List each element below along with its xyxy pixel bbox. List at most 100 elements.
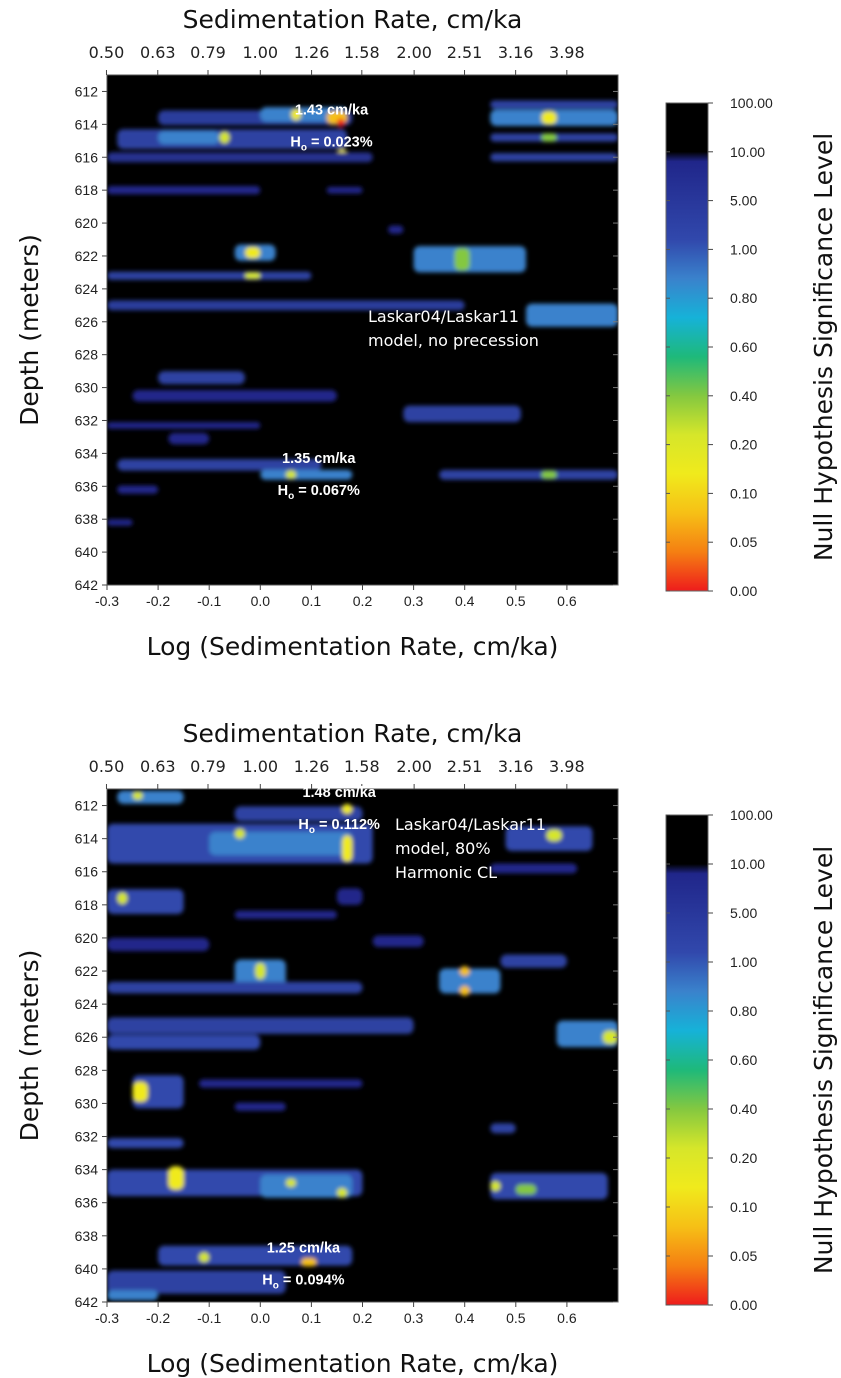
- colorbar: [665, 814, 709, 1306]
- x-tick-label: 0.5: [506, 1310, 526, 1326]
- plot-background: [107, 75, 618, 585]
- heatmap-cell: [546, 829, 562, 842]
- y-tick-label: 614: [75, 831, 99, 847]
- model-label-line: model, 80%: [395, 839, 491, 858]
- y-tick-label: 622: [75, 963, 99, 979]
- y-tick-label: 636: [75, 1195, 99, 1211]
- heatmap-cell: [342, 835, 353, 862]
- colorbar-title: Null Hypothesis Significance Level: [809, 846, 838, 1274]
- x-tick-label: -0.3: [95, 593, 119, 609]
- colorbar: [665, 102, 709, 592]
- y-tick-label: 612: [75, 798, 99, 814]
- heatmap-cell: [490, 100, 618, 109]
- heatmap-cell: [234, 806, 363, 822]
- top-tick-label: 3.98: [549, 43, 585, 62]
- x-tick-label: -0.2: [146, 1310, 170, 1326]
- x-tick-label: 0.4: [455, 1310, 475, 1326]
- colorbar-tick-label: 1.00: [730, 954, 757, 970]
- y-tick-label: 612: [75, 83, 99, 99]
- y-tick-label: 616: [75, 864, 99, 880]
- annotation-rate: 1.25 cm/ka: [267, 1240, 341, 1256]
- top-tick-label: 3.98: [549, 757, 585, 776]
- colorbar-tick-label: 0.05: [730, 1248, 757, 1264]
- heatmap-cell: [244, 272, 261, 279]
- heatmap-cell: [541, 111, 557, 125]
- heatmap-cell: [260, 107, 348, 122]
- colorbar-tick-label: 0.00: [730, 1297, 757, 1313]
- y-tick-label: 632: [75, 412, 99, 428]
- x-tick-label: 0.6: [557, 1310, 577, 1326]
- y-tick-label: 632: [75, 1129, 99, 1145]
- annotation-h0-value: = 0.094%: [279, 1272, 345, 1288]
- annotation-h0-sub: o: [288, 491, 294, 502]
- annotation-h0: Ho = 0.067%: [278, 483, 360, 502]
- heatmap-cell: [260, 469, 353, 480]
- heatmap-cell: [209, 832, 353, 856]
- heatmap-cell: [336, 888, 363, 905]
- y-tick-label: 638: [75, 1228, 99, 1244]
- heatmap-cell: [198, 1252, 210, 1263]
- y-tick-label: 636: [75, 478, 99, 494]
- model-label-line: Laskar04/Laskar11: [368, 307, 519, 326]
- x-tick-label: 0.3: [404, 1310, 424, 1326]
- heatmap-cell: [158, 130, 220, 145]
- heatmap-cell: [439, 968, 501, 994]
- x-axis-title: Log (Sedimentation Rate, cm/ka): [147, 632, 559, 661]
- x-tick-label: 0.4: [455, 593, 475, 609]
- top-tick-label: 3.16: [498, 757, 534, 776]
- heatmap-cell: [168, 432, 210, 445]
- y-tick-label: 630: [75, 380, 99, 396]
- top-tick-label: 2.00: [396, 43, 432, 62]
- y-tick-label: 614: [75, 116, 99, 132]
- top-tick-label: 2.51: [447, 757, 483, 776]
- y-tick-label: 642: [75, 577, 99, 593]
- heatmap-cell: [234, 1102, 286, 1111]
- colorbar-tick-label: 10.00: [730, 856, 765, 872]
- heatmap-cell: [541, 470, 557, 479]
- colorbar-title: Null Hypothesis Significance Level: [809, 133, 838, 561]
- y-tick-label: 642: [75, 1294, 99, 1310]
- heatmap-cell: [342, 803, 353, 814]
- annotation-h0: Ho = 0.112%: [298, 817, 380, 836]
- y-axis-title: Depth (meters): [15, 950, 44, 1142]
- x-tick-label: 0.2: [353, 1310, 373, 1326]
- y-tick-label: 616: [75, 149, 99, 165]
- colorbar-tick-label: 10.00: [730, 144, 765, 160]
- annotation-h0: Ho = 0.023%: [290, 134, 372, 153]
- heatmap-cell: [602, 1030, 618, 1044]
- heatmap-cell: [132, 1081, 148, 1102]
- heatmap-cell: [285, 1178, 297, 1187]
- y-tick-label: 618: [75, 897, 99, 913]
- x-tick-label: 0.6: [557, 593, 577, 609]
- colorbar-tick-label: 0.00: [730, 583, 757, 599]
- x-tick-label: 0.0: [251, 593, 271, 609]
- heatmap-cell: [290, 108, 302, 121]
- colorbar-tick-label: 0.10: [730, 1199, 757, 1215]
- heatmap-cell: [107, 937, 210, 952]
- heatmap-cell: [301, 1258, 317, 1267]
- x-tick-label: -0.3: [95, 1310, 119, 1326]
- annotation-h0: Ho = 0.094%: [262, 1272, 344, 1291]
- top-tick-label: 1.26: [294, 757, 330, 776]
- x-tick-label: -0.2: [146, 593, 170, 609]
- heatmap-cell: [459, 985, 470, 996]
- top-tick-label: 0.79: [190, 43, 226, 62]
- annotation-h0-prefix: H: [262, 1272, 272, 1288]
- top-tick-label: 1.00: [242, 757, 278, 776]
- heatmap-cell: [132, 791, 143, 800]
- top-tick-label: 0.50: [89, 757, 125, 776]
- heatmap-cell: [336, 118, 345, 127]
- y-tick-label: 640: [75, 544, 99, 560]
- colorbar-tick-label: 0.60: [730, 1052, 757, 1068]
- x-tick-label: 0.3: [404, 593, 424, 609]
- heatmap-cell: [168, 1166, 184, 1190]
- heatmap-cell: [107, 1138, 184, 1149]
- heatmap-cell: [107, 300, 465, 311]
- heatmap-cell: [107, 1290, 159, 1301]
- y-tick-label: 626: [75, 314, 99, 330]
- heatmap-cell: [255, 962, 266, 980]
- top-axis-title: Sedimentation Rate, cm/ka: [183, 719, 523, 748]
- heatmap-cell: [388, 225, 404, 234]
- colorbar-tick-label: 0.10: [730, 485, 757, 501]
